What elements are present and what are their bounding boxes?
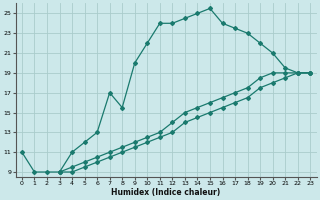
- X-axis label: Humidex (Indice chaleur): Humidex (Indice chaleur): [111, 188, 221, 197]
